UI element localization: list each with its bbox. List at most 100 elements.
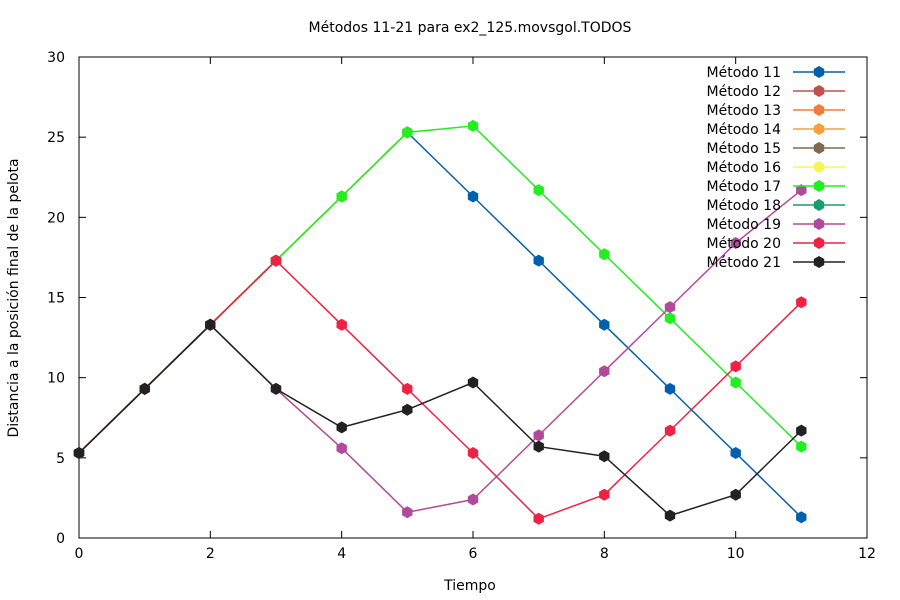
data-point	[796, 296, 807, 309]
data-point	[270, 382, 282, 395]
legend-marker	[813, 161, 825, 173]
data-point	[664, 509, 676, 522]
data-point	[730, 447, 741, 459]
y-tick-label: 10	[47, 371, 65, 387]
legend-label: Método 12	[707, 84, 781, 100]
data-point	[467, 119, 479, 132]
series-m-todo-17	[73, 119, 807, 459]
data-point	[139, 382, 150, 395]
x-tick-label: 6	[469, 546, 478, 562]
legend-label: Método 13	[707, 103, 781, 119]
legend-item: Método 12	[707, 84, 845, 100]
data-point	[402, 382, 413, 395]
legend-marker	[813, 237, 825, 249]
x-tick-label: 12	[858, 546, 876, 562]
data-point	[73, 447, 85, 459]
chart-title: Métodos 11-21 para ex2_125.movsgol.TODOS	[309, 20, 632, 36]
legend-item: Método 19	[707, 217, 845, 233]
data-point	[796, 424, 807, 437]
x-axis-title: Tiempo	[443, 578, 496, 594]
series-line-m-todo-19	[78, 189, 802, 514]
legend-marker	[813, 199, 825, 211]
data-point	[336, 442, 347, 455]
data-point	[730, 237, 741, 249]
x-tick-label: 2	[206, 546, 215, 562]
data-point	[796, 511, 807, 524]
y-tick-label: 20	[47, 210, 65, 226]
data-point	[599, 248, 610, 261]
series-line-m-todo-21	[78, 323, 802, 517]
legend-marker	[813, 256, 825, 268]
legend-label: Método 18	[707, 198, 781, 214]
data-point	[796, 184, 807, 197]
data-point	[730, 488, 741, 501]
series-m-todo-21	[73, 318, 807, 522]
data-point	[599, 365, 610, 378]
legend-marker	[813, 180, 825, 192]
y-tick-label: 0	[56, 531, 65, 547]
data-point	[533, 512, 544, 525]
x-tick-label: 10	[727, 546, 745, 562]
legend-label: Método 11	[707, 65, 781, 81]
legend-item: Método 15	[707, 141, 845, 157]
x-tick-label: 4	[337, 546, 346, 562]
data-point	[336, 190, 347, 203]
x-tick-label: 8	[600, 546, 609, 562]
legend-marker	[813, 123, 825, 135]
series-line-m-todo-20	[78, 259, 802, 520]
data-point	[664, 424, 676, 437]
legend-label: Método 16	[707, 160, 782, 176]
data-point	[402, 126, 413, 139]
x-tick-label: 0	[75, 546, 84, 562]
data-point	[533, 440, 544, 453]
y-tick-label: 5	[56, 451, 65, 467]
legend-marker	[813, 142, 825, 154]
data-point	[270, 254, 282, 267]
y-tick-label: 30	[47, 50, 65, 66]
y-axis-title: Distancia a la posición final de la pelo…	[6, 158, 22, 437]
data-point	[467, 447, 479, 459]
legend-label: Método 15	[707, 141, 781, 157]
legend-label: Método 21	[707, 255, 781, 271]
legend-item: Método 18	[707, 198, 845, 214]
series-m-todo-11	[73, 126, 807, 524]
data-point	[205, 318, 216, 331]
legend-marker	[813, 104, 825, 116]
data-point	[599, 450, 610, 463]
data-point	[336, 421, 347, 434]
y-tick-label: 15	[47, 291, 65, 307]
legend-item: Método 14	[707, 122, 845, 138]
legend-item: Método 21	[707, 255, 845, 271]
y-tick-label: 25	[47, 130, 65, 146]
series-line-m-todo-17	[78, 125, 802, 454]
data-point	[664, 382, 676, 395]
data-point	[730, 376, 741, 389]
data-point	[467, 376, 479, 389]
data-point	[533, 429, 544, 442]
data-point	[467, 190, 479, 203]
legend: Método 11 Método 12 Método 13 Método 14 Méto…	[707, 65, 845, 271]
series-line-m-todo-11	[78, 131, 802, 518]
data-point	[336, 318, 347, 331]
data-point	[599, 488, 610, 501]
data-point	[664, 312, 676, 325]
legend-label: Método 14	[707, 122, 782, 138]
data-point	[533, 184, 544, 197]
legend-label: Método 17	[707, 179, 781, 195]
data-point	[533, 254, 544, 267]
series-m-todo-20	[73, 254, 807, 525]
data-point	[796, 440, 807, 453]
data-point	[730, 360, 741, 373]
data-point	[402, 506, 413, 519]
legend-marker	[813, 218, 825, 230]
data-point	[402, 403, 413, 416]
legend-item: Método 11	[707, 65, 845, 81]
legend-label: Método 19	[707, 217, 781, 233]
data-point	[664, 301, 676, 314]
series-layer	[73, 119, 807, 525]
legend-item: Método 13	[707, 103, 845, 119]
legend-item: Método 20	[707, 236, 845, 252]
legend-label: Método 20	[707, 236, 781, 252]
legend-item: Método 16	[707, 160, 845, 176]
